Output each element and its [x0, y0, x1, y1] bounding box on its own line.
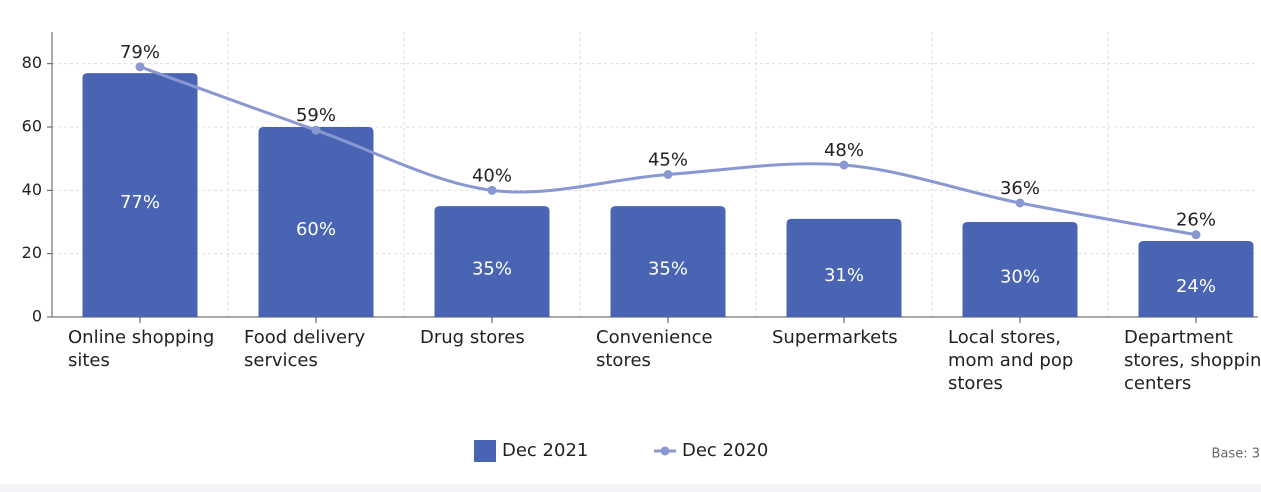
bar-label: 35%	[472, 259, 512, 280]
line-label: 36%	[1000, 178, 1040, 199]
bar	[962, 222, 1078, 317]
y-tick-label: 0	[32, 307, 42, 326]
y-tick-label: 60	[22, 117, 42, 136]
line-point	[663, 170, 673, 179]
bar	[786, 218, 902, 317]
bar-label: 35%	[648, 259, 688, 280]
line-point	[1191, 230, 1201, 240]
bar-label: 77%	[120, 192, 160, 213]
line-label: 26%	[1176, 210, 1216, 231]
line-point	[135, 62, 145, 72]
legend-label: Dec 2021	[502, 440, 588, 461]
x-tick-label: Online shopping sites	[68, 327, 215, 371]
bar	[82, 73, 198, 318]
x-tick-label: Local stores, mom and pop stores	[948, 327, 1074, 394]
legend-swatch	[474, 440, 496, 462]
legend-label: Dec 2020	[682, 440, 768, 461]
line-point	[487, 185, 497, 195]
x-tick-label: Supermarkets	[772, 327, 898, 348]
line-point	[1015, 198, 1025, 208]
bar-label: 24%	[1176, 276, 1216, 297]
line-label: 45%	[648, 150, 688, 171]
note: Base: 3	[1212, 447, 1260, 462]
x-tick-label: Food delivery services	[244, 327, 366, 371]
bar	[434, 206, 550, 317]
bar	[258, 127, 374, 317]
legend-swatch-dot	[660, 446, 670, 456]
bar-label: 30%	[1000, 267, 1040, 288]
bottom-band	[0, 484, 1261, 492]
x-tick-label: Department stores, shopping centers	[1124, 327, 1261, 394]
y-tick-label: 80	[22, 53, 42, 72]
line-point	[839, 160, 849, 170]
y-tick-label: 20	[22, 243, 42, 262]
bar	[610, 206, 726, 317]
line-point	[311, 125, 321, 135]
line-label: 48%	[824, 140, 864, 161]
bar-label: 31%	[824, 265, 864, 286]
y-tick-label: 40	[22, 180, 42, 199]
bar-label: 60%	[296, 219, 336, 240]
line-label: 79%	[120, 42, 160, 63]
line-label: 40%	[472, 165, 512, 186]
x-tick-label: Convenience stores	[596, 327, 713, 371]
x-tick-label: Drug stores	[420, 327, 525, 348]
line-label: 59%	[296, 105, 336, 126]
bar	[1138, 241, 1254, 317]
